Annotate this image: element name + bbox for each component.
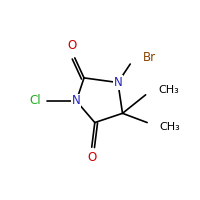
Text: CH₃: CH₃ (158, 85, 179, 95)
Text: N: N (72, 95, 81, 108)
Text: N: N (114, 76, 122, 89)
Text: O: O (87, 151, 96, 164)
Text: O: O (67, 39, 76, 52)
Text: Br: Br (143, 51, 156, 64)
Text: CH₃: CH₃ (159, 122, 180, 132)
Text: Cl: Cl (29, 95, 41, 108)
